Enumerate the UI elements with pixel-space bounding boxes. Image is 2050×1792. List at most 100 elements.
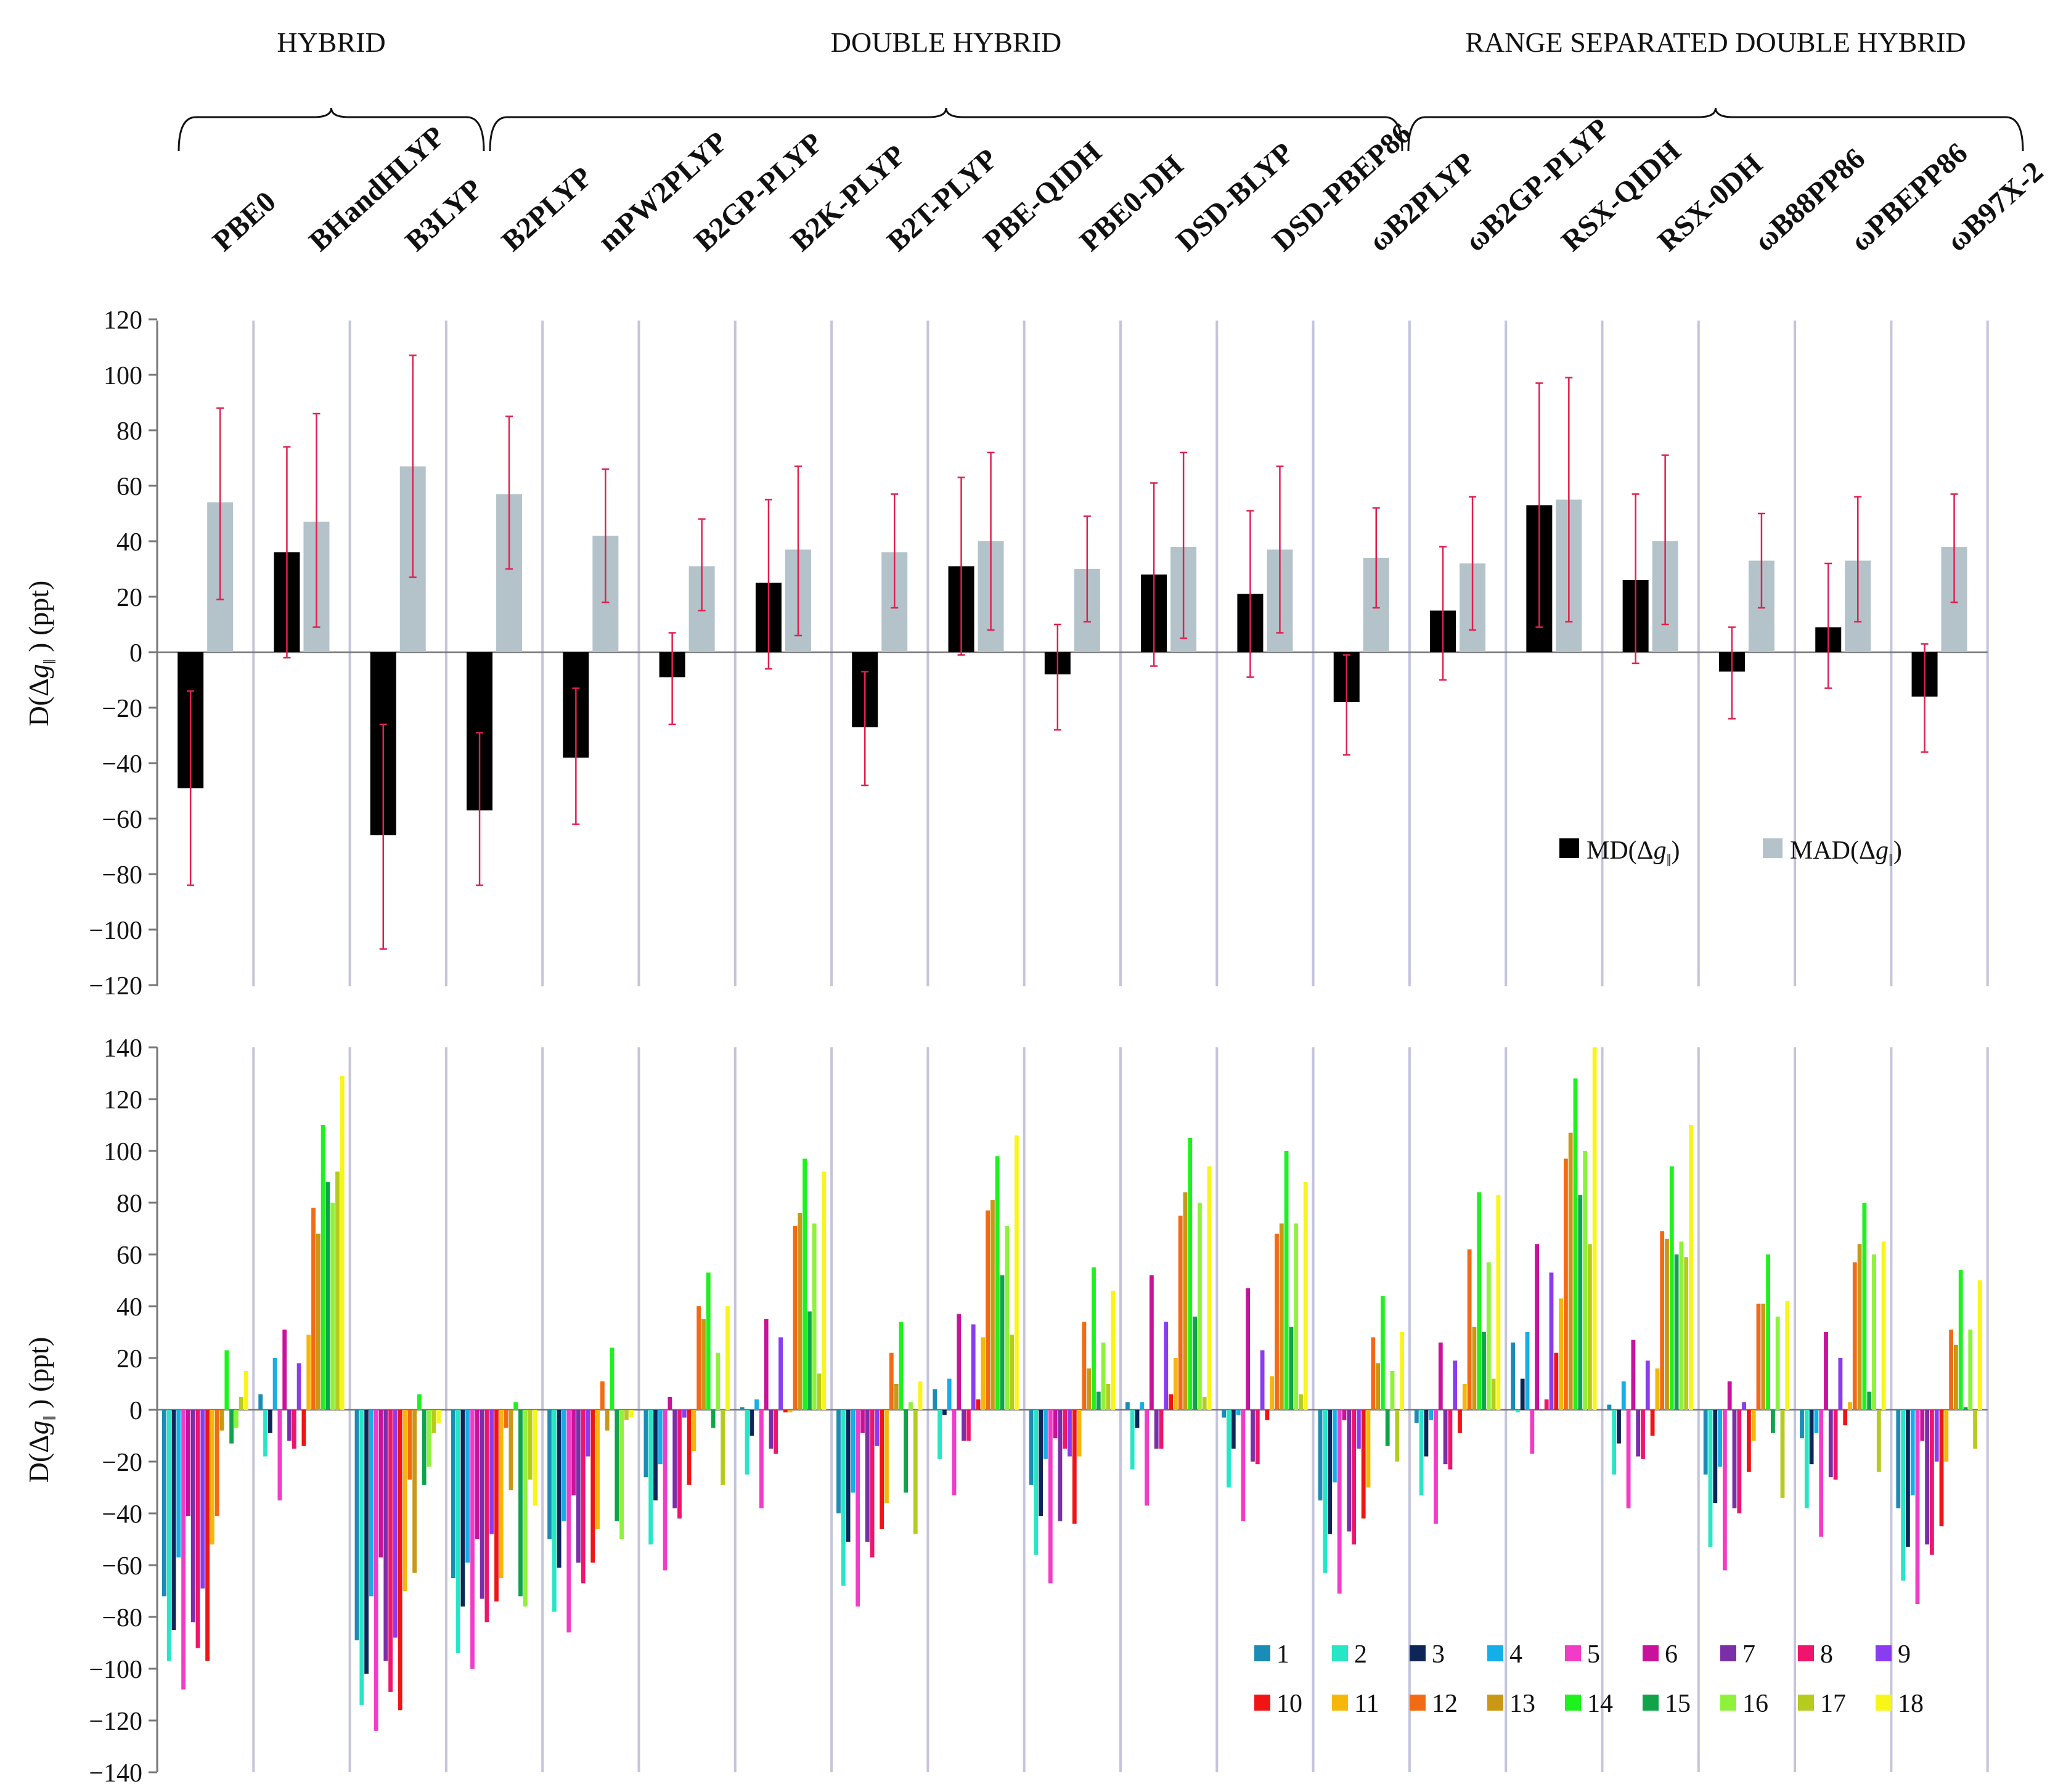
- system-bar: [610, 1348, 615, 1410]
- system-bar: [721, 1410, 725, 1485]
- system-bar: [643, 1410, 648, 1478]
- system-bar: [875, 1410, 880, 1446]
- system-bar: [1958, 1270, 1963, 1410]
- system-legend-label: 2: [1354, 1640, 1367, 1669]
- system-legend-swatch: [1332, 1695, 1348, 1711]
- system-bar: [1819, 1410, 1824, 1537]
- system-bar: [1689, 1125, 1693, 1410]
- system-bar: [672, 1410, 677, 1508]
- system-bar: [668, 1397, 672, 1410]
- top-axis: 120100806040200−20−40−60−80−100−120D(Δg‖…: [23, 306, 1988, 1000]
- system-bar: [918, 1381, 923, 1410]
- system-bar: [1477, 1192, 1482, 1410]
- system-legend-label: 12: [1432, 1690, 1458, 1718]
- system-bar: [590, 1410, 595, 1563]
- system-bar: [359, 1410, 364, 1705]
- system-bar: [1193, 1316, 1197, 1410]
- system-bar: [1824, 1332, 1828, 1410]
- bottom-y-tick-label: 0: [129, 1397, 142, 1425]
- system-bar: [219, 1410, 224, 1431]
- system-bar: [1737, 1410, 1742, 1513]
- system-bar: [484, 1410, 489, 1622]
- system-bar: [1448, 1410, 1453, 1470]
- bottom-y-tick-label: 20: [116, 1345, 142, 1373]
- system-legend-swatch: [1876, 1645, 1892, 1661]
- system-bar: [562, 1410, 566, 1521]
- system-legend-label: 10: [1276, 1690, 1302, 1718]
- y-title-main: D(Δ: [23, 1434, 54, 1483]
- system-legend-label: 17: [1820, 1690, 1846, 1718]
- system-bar: [769, 1410, 774, 1449]
- bottom-y-axis-title: D(Δg‖ ) (ppt): [23, 1337, 60, 1483]
- system-bar: [1453, 1360, 1458, 1410]
- bottom-y-tick-label: 60: [116, 1242, 142, 1270]
- system-bar: [1636, 1410, 1641, 1457]
- system-bar: [836, 1410, 841, 1513]
- top-y-tick-label: 60: [116, 473, 142, 501]
- system-legend-swatch: [1332, 1645, 1348, 1661]
- group-bracket: [1407, 107, 2024, 152]
- system-bar: [1231, 1410, 1236, 1449]
- system-bar: [1482, 1332, 1486, 1410]
- system-bar: [1843, 1410, 1848, 1426]
- system-bar: [1159, 1410, 1164, 1449]
- system-bar: [181, 1410, 186, 1690]
- system-bar: [1655, 1368, 1660, 1410]
- system-legend-label: 15: [1665, 1690, 1691, 1718]
- system-bar: [1944, 1410, 1949, 1462]
- system-bar: [1043, 1410, 1048, 1459]
- system-bar: [1106, 1384, 1111, 1410]
- system-bar: [316, 1234, 321, 1410]
- system-bar: [398, 1410, 402, 1711]
- system-bar: [1472, 1327, 1477, 1410]
- system-bar: [171, 1410, 176, 1630]
- system-bar: [880, 1410, 884, 1529]
- top-y-tick-label: 120: [104, 306, 142, 335]
- system-bar: [1872, 1254, 1876, 1410]
- system-bar: [1549, 1272, 1554, 1410]
- system-bar: [1852, 1262, 1857, 1410]
- system-bar: [976, 1399, 981, 1410]
- system-bar: [884, 1410, 889, 1504]
- system-bar: [1968, 1329, 1973, 1410]
- system-bar: [1848, 1402, 1852, 1410]
- system-bar: [402, 1410, 407, 1591]
- system-legend-swatch: [1876, 1695, 1892, 1711]
- system-bar: [499, 1410, 504, 1578]
- system-bar: [1800, 1410, 1804, 1439]
- y-title-sub: ‖: [41, 659, 60, 664]
- system-bar: [1265, 1410, 1270, 1420]
- bottom-y-tick-label: 100: [104, 1138, 142, 1166]
- bottom-y-tick-label: −140: [89, 1759, 142, 1788]
- system-bar: [1939, 1410, 1944, 1526]
- system-bar: [1747, 1410, 1751, 1472]
- system-bar: [1385, 1410, 1390, 1446]
- group-label: RANGE SEPARATED DOUBLE HYBRID: [1465, 27, 1966, 58]
- system-bar: [1178, 1216, 1183, 1410]
- system-bar: [340, 1076, 345, 1410]
- legend-main: MD(Δ: [1587, 837, 1654, 865]
- system-bar: [1578, 1195, 1583, 1410]
- system-bar: [745, 1410, 749, 1475]
- system-bar: [759, 1410, 764, 1508]
- system-bar: [1530, 1410, 1535, 1454]
- system-bar: [1111, 1290, 1116, 1410]
- legend-g: g: [1654, 837, 1667, 865]
- system-bar: [1183, 1192, 1188, 1410]
- system-bar: [952, 1410, 957, 1495]
- system-bar: [846, 1410, 851, 1542]
- system-bar: [1424, 1410, 1429, 1457]
- system-bar: [1010, 1335, 1014, 1410]
- system-bar: [282, 1329, 287, 1410]
- group-bracket: [489, 107, 1403, 152]
- system-bar: [764, 1319, 769, 1410]
- system-bar: [1930, 1410, 1934, 1555]
- system-bar: [205, 1410, 210, 1661]
- system-bar: [971, 1324, 976, 1410]
- system-bar: [1915, 1410, 1920, 1604]
- system-bar: [267, 1410, 272, 1433]
- system-bar: [1048, 1410, 1053, 1584]
- system-bar: [812, 1223, 817, 1410]
- system-bar: [778, 1337, 783, 1410]
- system-bar: [1462, 1384, 1467, 1410]
